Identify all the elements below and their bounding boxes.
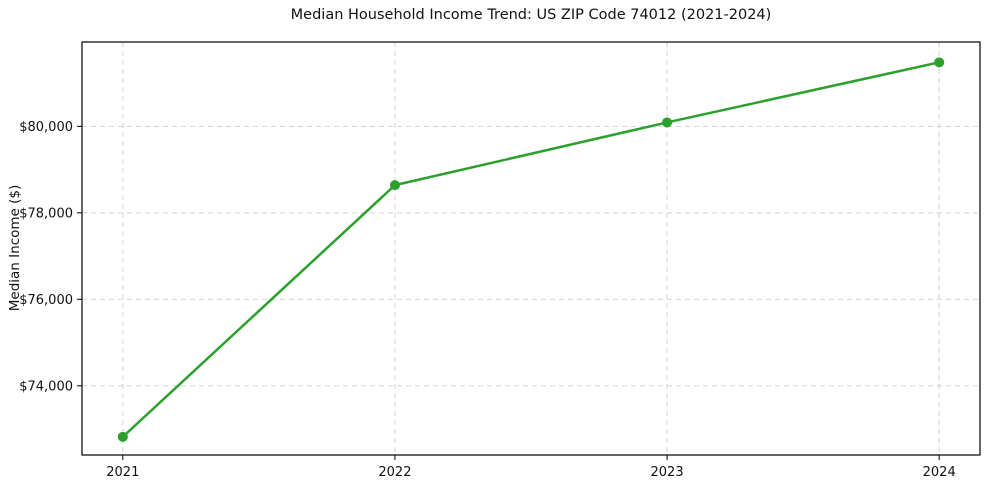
y-tick-label: $78,000 bbox=[19, 206, 73, 221]
x-tick-label: 2023 bbox=[651, 465, 684, 480]
data-point-marker bbox=[662, 117, 673, 128]
plot-border bbox=[81, 41, 981, 456]
chart-title: Median Household Income Trend: US ZIP Co… bbox=[290, 7, 772, 23]
trend-line bbox=[121, 61, 941, 439]
x-tick-label: 2022 bbox=[378, 465, 411, 480]
data-point-marker bbox=[389, 180, 400, 191]
y-tick-label: $80,000 bbox=[19, 120, 73, 135]
y-tick-label: $74,000 bbox=[19, 379, 73, 394]
data-point-marker bbox=[117, 431, 128, 442]
y-tick-label: $76,000 bbox=[19, 293, 73, 308]
x-tick-label: 2021 bbox=[106, 465, 139, 480]
data-point-marker bbox=[934, 57, 945, 68]
x-tick-label: 2024 bbox=[923, 465, 956, 480]
